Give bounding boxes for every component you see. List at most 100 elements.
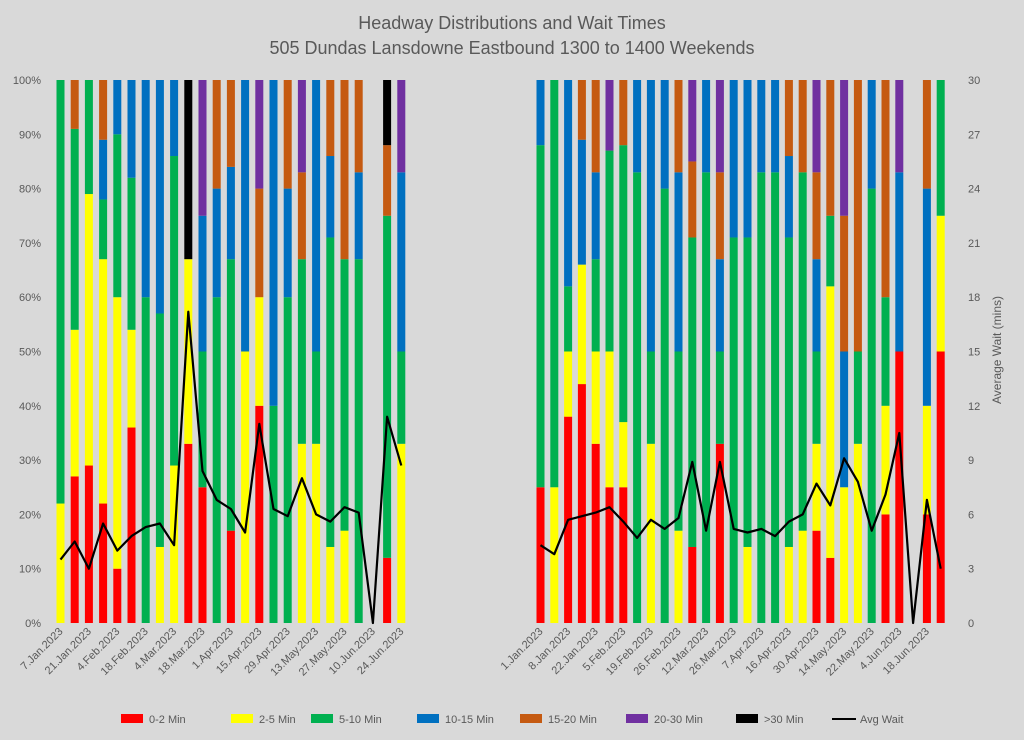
bar-28.Jan (99, 80, 108, 623)
seg-10-15 (646, 80, 655, 352)
y2-tick-label: 0 (968, 618, 974, 630)
seg-10-15 (674, 172, 683, 352)
seg-5-10 (798, 172, 807, 531)
seg-2-5 (784, 546, 793, 623)
seg-5-10 (283, 297, 292, 623)
bar-22.May (840, 80, 849, 623)
seg-20-30 (255, 80, 264, 189)
seg-10-15 (564, 80, 573, 287)
seg-2-5 (70, 329, 79, 477)
bar-8.Apr (241, 80, 250, 623)
seg-0-2 (99, 503, 108, 623)
seg-10-15 (354, 172, 363, 260)
bar-7.Jan (56, 80, 65, 623)
bar-1.Apr (226, 80, 235, 623)
legend-label: 5-10 Min (339, 714, 382, 726)
bar-1.Jan (536, 80, 545, 623)
seg-0-2 (383, 557, 392, 623)
seg-20-30 (297, 80, 306, 173)
legend-swatch (121, 714, 143, 723)
seg-5-10 (383, 215, 392, 558)
legend-swatch (736, 714, 758, 723)
seg-2-5 (84, 194, 93, 466)
legend-item: 10-15 Min (417, 714, 494, 726)
bar-2.Jul (922, 80, 931, 623)
legend-label: 10-15 Min (445, 714, 494, 726)
y-tick-label: 80% (19, 184, 41, 196)
seg-20-30 (198, 80, 207, 216)
y2-tick-label: 27 (968, 129, 980, 141)
bar-28.May (853, 80, 862, 623)
seg-10-15 (127, 80, 136, 178)
seg-10-15 (922, 188, 931, 406)
seg-5-10 (550, 80, 559, 488)
seg-15-20 (591, 80, 600, 173)
seg-5-10 (84, 80, 93, 195)
bar-5.Feb (605, 80, 614, 623)
seg-2-5 (127, 329, 136, 428)
bar-18.Jun (895, 80, 904, 623)
seg-5-10 (826, 215, 835, 287)
seg-15-20 (881, 80, 890, 298)
seg-15-20 (922, 80, 931, 189)
seg-5-10 (591, 259, 600, 352)
seg-10-15 (241, 80, 250, 352)
seg-15-20 (283, 80, 292, 189)
bar-9.Apr (743, 80, 752, 623)
legend-swatch (231, 714, 253, 723)
legend-swatch (417, 714, 439, 723)
seg-15-20 (577, 80, 586, 140)
seg-20-30 (688, 80, 697, 162)
seg-10-15 (784, 156, 793, 238)
legend: 0-2 Min 2-5 Min 5-10 Min 10-15 Min 15-20 Min… (121, 714, 903, 726)
seg-15-20 (354, 80, 363, 173)
seg-15-20 (326, 80, 335, 157)
seg-5-10 (729, 237, 738, 623)
seg-0-2 (127, 427, 136, 623)
bar-12.Mar (674, 80, 683, 623)
seg-0-2 (536, 487, 545, 623)
bar-23.Apr (771, 80, 780, 623)
legend-item: 5-10 Min (311, 714, 382, 726)
seg-5-10 (771, 172, 780, 623)
bar-22.Jan (577, 80, 586, 623)
seg-0-2 (198, 487, 207, 623)
y-axis-right: 0 3 6 9 12 15 18 21 24 27 30 (968, 75, 980, 630)
bar-9.Jul (936, 80, 945, 623)
seg-5-10 (646, 351, 655, 444)
seg-over-30 (184, 80, 193, 260)
seg-5-10 (688, 237, 697, 547)
seg-15-20 (826, 80, 835, 216)
seg-10-15 (212, 188, 221, 298)
seg-5-10 (660, 188, 669, 623)
seg-0-2 (591, 443, 600, 623)
bar-17.Jun (383, 80, 392, 623)
bar-26.Feb (646, 80, 655, 623)
seg-5-10 (633, 172, 642, 623)
seg-10-15 (867, 80, 876, 189)
seg-10-15 (536, 80, 545, 146)
bar-11.Mar (184, 80, 193, 623)
seg-15-20 (255, 188, 264, 298)
seg-20-30 (605, 80, 614, 151)
bar-7.Apr (729, 80, 738, 623)
seg-2-5 (99, 259, 108, 504)
seg-5-10 (564, 286, 573, 352)
seg-5-10 (867, 188, 876, 623)
y-axis-left: 0% 10% 20% 30% 40% 50% 60% 70% 80% 90% 100% (13, 75, 41, 630)
legend-item: Avg Wait (832, 714, 903, 726)
bar-4.Feb (113, 80, 122, 623)
bar-12.Feb (619, 80, 628, 623)
bar-20.May (326, 80, 335, 623)
seg-2-5 (853, 443, 862, 623)
seg-5-10 (212, 297, 221, 623)
y2-tick-label: 18 (968, 292, 980, 304)
y-tick-label: 60% (19, 292, 41, 304)
bar-19.Feb (633, 80, 642, 623)
seg-15-20 (798, 80, 807, 173)
seg-10-15 (840, 351, 849, 488)
seg-15-20 (212, 80, 221, 189)
seg-15-20 (812, 172, 821, 260)
seg-10-15 (702, 80, 711, 173)
